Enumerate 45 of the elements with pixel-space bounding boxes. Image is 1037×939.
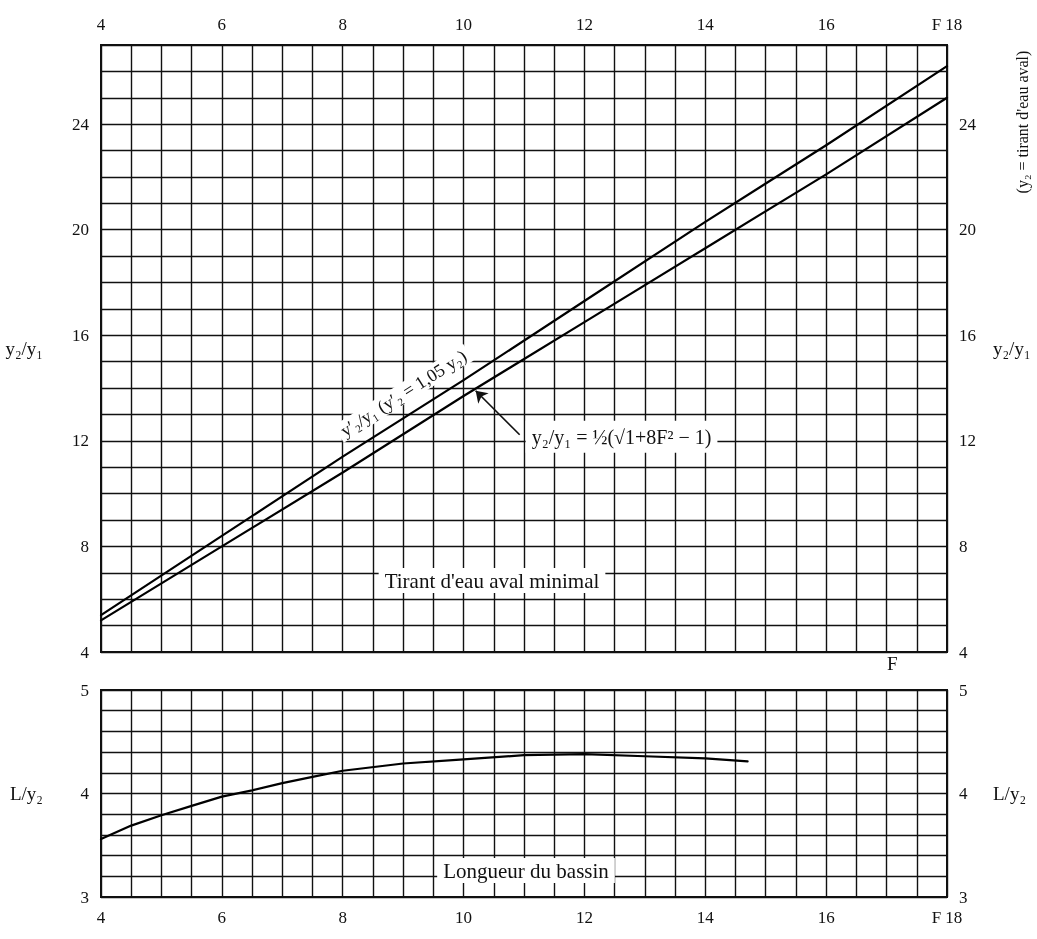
y2-axis-title: y₂/y₁ — [993, 338, 1031, 359]
y2-tick-label: 16 — [959, 325, 976, 345]
y2-tick-label: 3 — [959, 887, 968, 907]
line-series — [99, 753, 749, 841]
y-tick-label: 12 — [72, 431, 89, 451]
y-tick-label: 5 — [80, 680, 89, 700]
x2-tick-label: 6 — [217, 15, 227, 34]
annotation: y₂/y₁ = ½(√1+8F² − 1) — [531, 425, 712, 449]
x2-tick-label: F 18 — [931, 15, 963, 34]
y2-tick-label: 20 — [959, 220, 976, 240]
y-tick-label: 24 — [72, 114, 90, 134]
y2-tick-label: 5 — [959, 680, 968, 700]
x-tick-label: 16 — [817, 908, 835, 927]
x2-tick-label: 14 — [696, 15, 715, 34]
x2-tick-label: 10 — [455, 15, 473, 34]
annotation: y′₂/y₁ (y′₂ = 1,05 y₂) — [336, 345, 471, 442]
y2-axis-title: L/y₂ — [993, 783, 1027, 804]
x-tick-label: 14 — [696, 908, 715, 927]
text: (y₂ = tirant d'eau aval) — [1013, 50, 1032, 194]
y-tick-label: 20 — [72, 220, 89, 240]
y-tick-label: 16 — [72, 325, 89, 345]
text: Tirant d'eau aval minimal — [384, 568, 600, 593]
y-axis-title: y₂/y₁ — [5, 338, 43, 359]
x-tick-label: 4 — [96, 908, 106, 927]
y-tick-label: 4 — [80, 784, 90, 803]
x-tick-label: 12 — [575, 908, 593, 927]
x-tick-label: F 18 — [931, 908, 963, 927]
y-tick-label: 4 — [80, 642, 90, 662]
x2-tick-label: 4 — [96, 15, 106, 34]
y-tick-label: 8 — [80, 536, 89, 556]
y2-tick-label: 24 — [959, 114, 977, 134]
x-axis-title: F — [887, 653, 898, 674]
x2-tick-label: 12 — [575, 15, 593, 34]
y2-tick-label: 4 — [959, 642, 968, 662]
y2-tick-label: 4 — [959, 784, 968, 803]
y2-tick-label: 8 — [959, 536, 968, 556]
y-axis-title: L/y₂ — [9, 783, 43, 804]
text: Longueur du bassin — [443, 858, 610, 883]
x2-tick-label: 16 — [817, 15, 835, 34]
x2-tick-label: 8 — [338, 15, 347, 34]
x-tick-label: 10 — [455, 908, 473, 927]
y-tick-label: 3 — [80, 887, 89, 907]
x-tick-label: 6 — [217, 908, 227, 927]
y2-tick-label: 12 — [959, 431, 976, 451]
x-tick-label: 8 — [338, 908, 347, 927]
